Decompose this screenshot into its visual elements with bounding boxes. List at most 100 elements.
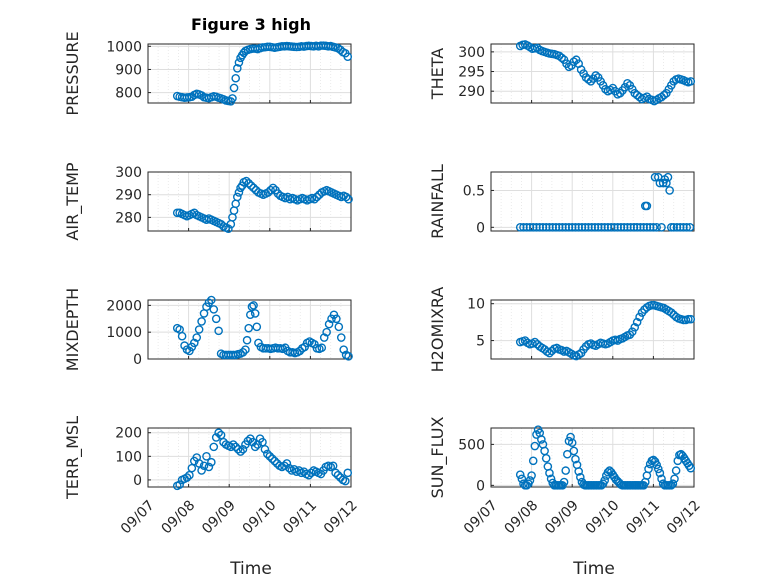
y-tick-label: 200: [115, 426, 142, 442]
data-point: [519, 223, 528, 232]
data-point: [662, 178, 671, 188]
series-markers: [515, 300, 696, 361]
x-tick-label: 09/07: [118, 497, 158, 537]
data-point: [546, 474, 556, 484]
data-point: [627, 327, 637, 337]
y-tick-label: 300: [458, 45, 485, 61]
data-point: [666, 223, 676, 232]
data-point: [238, 444, 248, 454]
data-point: [343, 52, 353, 62]
data-point: [644, 464, 653, 474]
data-point: [606, 85, 615, 95]
data-point: [341, 192, 351, 202]
y-tick-label: 290: [115, 188, 142, 204]
data-point: [344, 194, 353, 204]
data-point: [246, 181, 256, 190]
data-point: [663, 172, 673, 182]
subplot-pressure: 800 900 1000 PRESSURE: [63, 31, 353, 116]
data-point: [312, 192, 322, 202]
data-point: [574, 467, 583, 476]
data-point: [527, 471, 536, 480]
data-point: [204, 462, 214, 472]
data-point: [554, 223, 564, 232]
data-point: [522, 223, 532, 232]
data-point: [207, 295, 216, 305]
axes-box: [490, 299, 695, 360]
data-point: [270, 456, 279, 466]
data-point: [525, 476, 535, 485]
y-axis-label: H2OMIXRA: [428, 287, 447, 373]
y-tick-label: 500: [458, 437, 485, 453]
data-point: [580, 223, 590, 232]
data-point: [228, 440, 238, 449]
data-point: [576, 472, 585, 482]
data-point: [684, 314, 693, 324]
y-tick-label: 290: [458, 84, 485, 100]
data-point: [334, 322, 344, 332]
x-tick-label: 09/11: [623, 497, 663, 537]
data-point: [192, 333, 202, 342]
series-markers: [515, 40, 696, 106]
x-tick-label: 09/11: [280, 497, 320, 537]
data-point: [584, 223, 593, 232]
data-point: [590, 223, 600, 232]
data-point: [584, 75, 593, 84]
data-point: [231, 442, 240, 452]
series-markers: [172, 41, 353, 106]
data-point: [197, 91, 206, 100]
subplot-rainfall: 0 0.5 RAINFALL: [428, 164, 695, 239]
y-tick-label: 5: [476, 334, 485, 350]
data-point: [211, 433, 221, 442]
data-point: [563, 449, 572, 459]
data-point: [304, 470, 314, 480]
data-point: [197, 466, 206, 475]
data-point: [182, 473, 192, 482]
data-point: [668, 479, 678, 489]
data-point: [657, 474, 666, 484]
data-point: [244, 323, 253, 333]
subplot-sun_flux: 0 500 09/07 09/08 09/09 09/10 09/11 09/12 SUN_FL…: [428, 417, 704, 538]
x-tick-label: 09/12: [321, 497, 361, 537]
data-point: [639, 223, 648, 232]
data-point: [672, 223, 682, 232]
data-point: [686, 314, 696, 324]
subplot-air_temp: 280 290 300 AIR_TEMP: [63, 162, 353, 241]
x-tick-label: 09/09: [199, 497, 239, 537]
data-point: [333, 470, 343, 480]
data-point: [545, 468, 554, 478]
data-point: [577, 223, 587, 232]
x-tick-label: 09/12: [664, 497, 704, 537]
data-point: [561, 466, 571, 475]
data-point: [242, 335, 252, 345]
data-point: [630, 322, 640, 332]
y-tick-label: 0: [476, 220, 485, 236]
y-tick-label: 280: [115, 210, 142, 226]
data-point: [231, 73, 240, 83]
data-point: [636, 223, 645, 232]
data-point: [189, 338, 199, 348]
y-tick-label: 2000: [106, 298, 142, 314]
data-point: [652, 223, 661, 232]
data-point: [537, 435, 546, 444]
data-point: [666, 481, 676, 490]
subplot-theta: 290 295 300 THETA: [428, 40, 696, 106]
data-point: [623, 223, 632, 232]
data-point: [197, 317, 206, 326]
data-point: [593, 223, 603, 232]
data-point: [655, 468, 665, 478]
y-axis-label: AIR_TEMP: [63, 162, 83, 240]
data-point: [685, 223, 695, 232]
data-point: [538, 223, 548, 232]
data-point: [645, 223, 655, 232]
data-point: [606, 223, 616, 232]
y-tick-label: 100: [115, 449, 142, 465]
data-point: [571, 223, 580, 232]
data-point: [603, 467, 613, 477]
data-point: [243, 436, 253, 446]
data-point: [177, 331, 187, 341]
data-point: [545, 348, 554, 358]
data-point: [238, 347, 248, 357]
y-tick-label: 0: [133, 473, 142, 489]
